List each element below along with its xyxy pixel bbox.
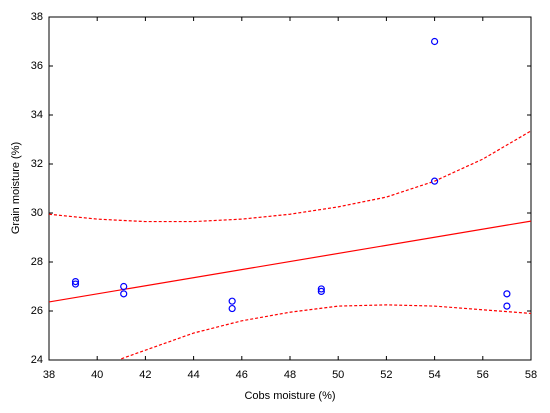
x-tick-label: 58 — [525, 369, 537, 381]
data-point — [71, 278, 80, 286]
x-tick-label: 44 — [187, 369, 199, 381]
x-tick-label: 56 — [477, 369, 489, 381]
data-point — [228, 297, 236, 305]
confidence-band — [121, 304, 531, 360]
y-tick-label: 32 — [31, 158, 43, 170]
data-point — [317, 285, 325, 293]
data-point — [317, 287, 325, 295]
x-tick-label: 42 — [139, 369, 151, 381]
data-point — [431, 37, 439, 46]
y-tick-label: 34 — [31, 109, 43, 121]
data-point — [120, 290, 128, 298]
regression-line — [49, 220, 531, 303]
y-axis-label: Grain moisture (%) — [10, 142, 22, 234]
x-tick-label: 38 — [43, 369, 55, 381]
x-tick-label: 46 — [236, 369, 248, 381]
data-point — [228, 304, 236, 313]
x-axis-label: Cobs moisture (%) — [244, 390, 335, 402]
x-tick-label: 40 — [91, 369, 103, 381]
y-tick-label: 28 — [31, 256, 43, 268]
confidence-band — [49, 130, 531, 223]
y-tick-label: 36 — [31, 60, 43, 72]
data-point — [503, 302, 511, 310]
y-tick-label: 38 — [31, 11, 43, 23]
data-point — [431, 177, 439, 185]
data-point — [503, 290, 511, 298]
x-tick-label: 52 — [380, 369, 392, 381]
x-tick-label: 48 — [284, 369, 296, 381]
data-point — [120, 282, 128, 291]
plot-frame — [48, 16, 532, 361]
y-tick-label: 26 — [31, 305, 43, 317]
data-point — [71, 280, 80, 288]
x-tick-label: 54 — [428, 369, 440, 381]
y-tick-label: 30 — [31, 207, 43, 219]
y-tick-label: 24 — [31, 354, 43, 366]
x-tick-label: 50 — [332, 369, 344, 381]
